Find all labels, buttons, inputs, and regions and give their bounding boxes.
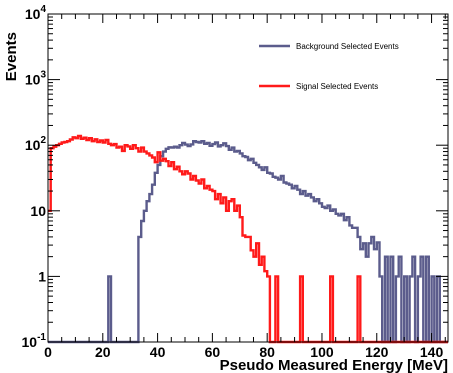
y-tick-exponent: 2 [40,135,46,146]
x-tick-label: 20 [95,344,111,360]
y-tick-exponent: 4 [40,4,46,15]
plot-frame [47,13,449,343]
y-tick-base: 10 [25,6,41,22]
y-tick-exponent: 3 [40,70,46,81]
y-tick-label: 10 [30,203,46,219]
y-tick-base: 10 [25,137,41,153]
y-tick-base: 10 [22,334,38,350]
x-tick-label: 100 [310,344,334,360]
y-tick-label: 1 [38,268,46,284]
y-tick-exponent: -1 [37,332,46,343]
y-tick-label: 103 [25,70,47,88]
legend-label: Signal Selected Events [296,82,378,91]
y-axis-title: Events [3,32,20,81]
y-tick-label: 104 [25,4,47,22]
x-tick-label: 120 [365,344,389,360]
x-tick-label: 80 [259,344,275,360]
y-tick-label: 102 [25,135,47,153]
y-tick-base: 1 [38,268,46,284]
x-tick-label: 40 [150,344,166,360]
legend: Background Selected Events Signal Selecte… [259,42,399,91]
y-tick-label: 10-1 [22,332,47,350]
x-axis-title: Pseudo Measured Energy [MeV] [220,357,448,373]
x-tick-label: 60 [205,344,221,360]
legend-label: Background Selected Events [296,42,399,51]
x-tick-label: 0 [44,344,52,360]
series-line-0 [48,140,448,344]
y-tick-base: 10 [25,72,41,88]
x-tick-label: 140 [420,344,444,360]
y-tick-base: 10 [30,203,46,219]
